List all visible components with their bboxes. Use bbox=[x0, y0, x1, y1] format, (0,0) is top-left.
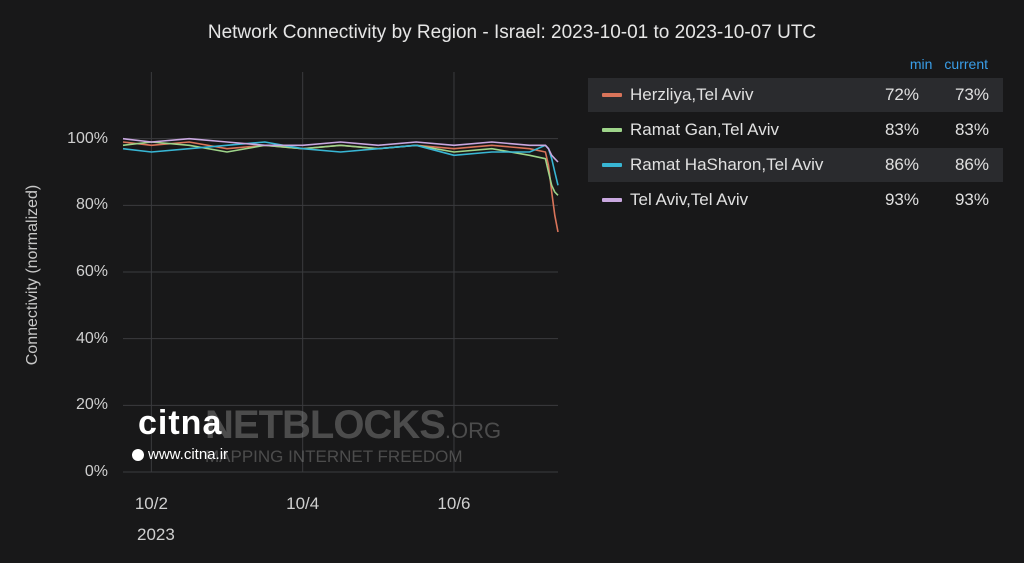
y-tick-label: 0% bbox=[84, 463, 108, 480]
x-year-label: 2023 bbox=[137, 525, 175, 544]
y-tick-label: 100% bbox=[67, 129, 108, 147]
globe-icon bbox=[132, 449, 144, 462]
legend-current-value: 73% bbox=[954, 85, 989, 104]
y-tick-label: 20% bbox=[75, 396, 108, 414]
legend-item[interactable]: Tel Aviv,Tel Aviv 93% 93% bbox=[588, 183, 1003, 217]
legend-header: min current bbox=[892, 56, 988, 72]
legend-item[interactable]: Ramat HaSharon,Tel Aviv 86% 86% bbox=[588, 148, 1003, 182]
series-line bbox=[122, 137, 559, 163]
legend-min-value: 83% bbox=[884, 120, 919, 139]
y-tick-label: 40% bbox=[75, 329, 108, 347]
legend-swatch bbox=[602, 93, 622, 97]
citna-logo: citna bbox=[138, 404, 223, 442]
legend-item[interactable]: Herzliya,Tel Aviv 72% 73% bbox=[588, 78, 1003, 112]
x-tick-label: 10/2 bbox=[134, 494, 168, 513]
legend-swatch bbox=[602, 198, 622, 202]
legend-series-name: Tel Aviv,Tel Aviv bbox=[630, 190, 749, 209]
legend-min-value: 86% bbox=[884, 155, 919, 174]
series-lines bbox=[122, 137, 559, 233]
legend-swatch bbox=[602, 128, 622, 132]
legend-series-name: Herzliya,Tel Aviv bbox=[630, 85, 754, 104]
citna-url: www.citna.ir bbox=[132, 446, 228, 463]
legend-series-name: Ramat HaSharon,Tel Aviv bbox=[630, 155, 824, 174]
legend-min-header[interactable]: min bbox=[909, 56, 933, 72]
netblocks-tagline: MAPPING INTERNET FREEDOM bbox=[205, 447, 463, 466]
chart-title: Network Connectivity by Region - Israel:… bbox=[207, 22, 817, 43]
x-tick-label: 10/6 bbox=[437, 494, 471, 513]
legend-min-value: 93% bbox=[884, 190, 919, 209]
legend-current-value: 83% bbox=[954, 120, 989, 139]
netblocks-watermark: NETBLOCKS.ORG bbox=[205, 403, 502, 447]
legend-min-value: 72% bbox=[884, 85, 919, 104]
y-tick-label: 60% bbox=[75, 263, 108, 280]
legend-series-name: Ramat Gan,Tel Aviv bbox=[630, 120, 779, 139]
legend-current-header[interactable]: current bbox=[944, 56, 988, 72]
legend-current-value: 86% bbox=[954, 155, 989, 174]
series-line bbox=[122, 141, 559, 233]
legend: Herzliya,Tel Aviv 72% 73% Ramat Gan,Tel Avi… bbox=[588, 78, 1003, 218]
legend-item[interactable]: Ramat Gan,Tel Aviv 83% 83% bbox=[588, 113, 1003, 147]
legend-current-value: 93% bbox=[954, 190, 989, 209]
y-tick-label: 80% bbox=[75, 196, 108, 214]
series-line bbox=[122, 141, 559, 196]
y-axis-label: Connectivity (normalized) bbox=[24, 184, 41, 366]
x-tick-label: 10/4 bbox=[286, 494, 320, 513]
grid-lines bbox=[123, 72, 558, 473]
legend-swatch bbox=[602, 163, 622, 167]
